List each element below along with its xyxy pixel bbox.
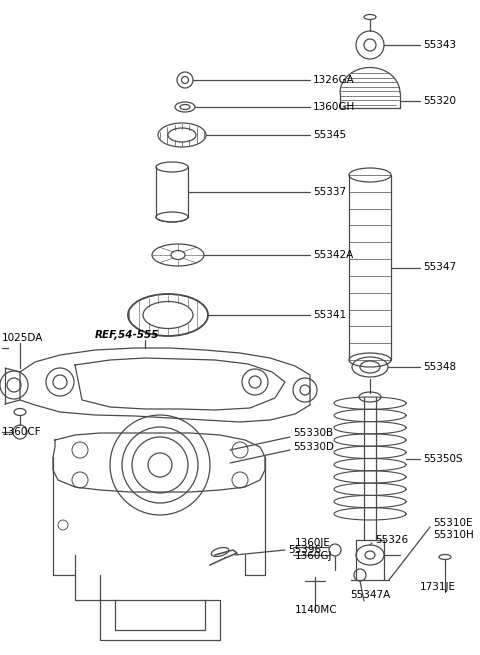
Text: 55310H: 55310H [433,530,474,540]
Text: 55337: 55337 [313,187,346,197]
Text: 1326GA: 1326GA [313,75,355,85]
Text: 1025DA: 1025DA [2,333,43,343]
Text: 55342A: 55342A [313,250,353,260]
Text: 55330D: 55330D [293,442,334,452]
Text: 55347: 55347 [423,263,456,272]
Text: 55330B: 55330B [293,428,333,438]
Text: 55343: 55343 [423,40,456,50]
Text: 55326: 55326 [375,535,408,545]
Text: 55396: 55396 [288,545,321,555]
Text: 55341: 55341 [313,310,346,320]
Text: 1360CF: 1360CF [2,427,42,437]
Text: 1360GH: 1360GH [313,102,355,112]
Text: 55350S: 55350S [423,453,463,464]
Text: 1360JE: 1360JE [295,538,331,548]
Text: 1731JE: 1731JE [420,582,456,592]
Text: 55310E: 55310E [433,518,472,528]
Text: 55347A: 55347A [350,590,390,600]
Text: REF,54-555: REF,54-555 [95,330,159,340]
Text: 55345: 55345 [313,130,346,140]
Text: 55348: 55348 [423,362,456,372]
Text: 1140MC: 1140MC [295,605,337,615]
Text: 1360GJ: 1360GJ [295,551,333,561]
Text: 55320: 55320 [423,96,456,106]
